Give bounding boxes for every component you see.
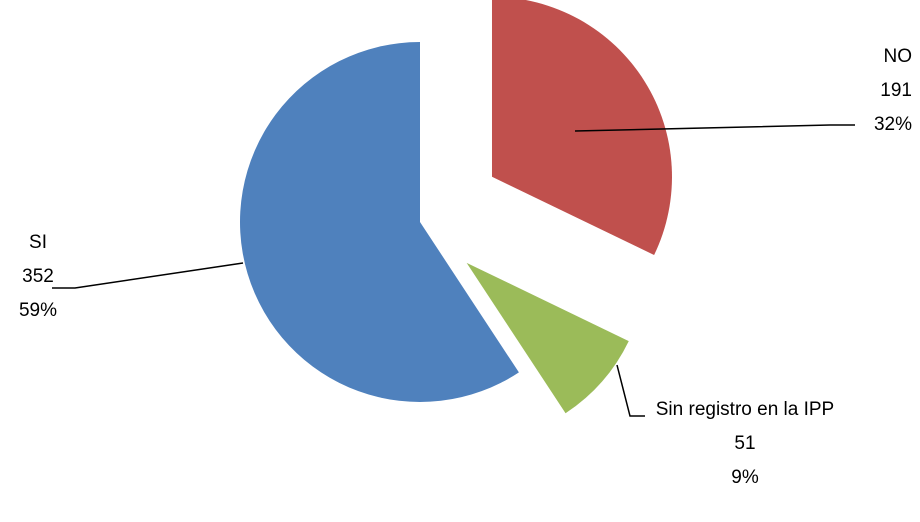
percent-label: 9% <box>731 467 759 488</box>
data-label: NO 191 32% <box>760 40 912 142</box>
category-label: SI <box>29 232 47 253</box>
pie-slice <box>466 262 629 414</box>
pie-slice <box>240 42 519 402</box>
category-label: NO <box>883 46 913 67</box>
percent-label: 32% <box>873 114 912 135</box>
leader-line <box>574 124 855 132</box>
data-label: Sin registro en la IPP 51 9% <box>640 393 850 495</box>
data-label: SI 352 59% <box>0 226 76 328</box>
percent-label: 59% <box>18 300 58 321</box>
leader-line <box>616 364 645 417</box>
value-label: 51 <box>734 433 756 454</box>
leader-line <box>52 262 244 289</box>
value-label: 352 <box>22 266 54 287</box>
value-label: 191 <box>880 80 912 101</box>
category-label: Sin registro en la IPP <box>655 399 835 420</box>
pie-slice <box>491 0 672 256</box>
